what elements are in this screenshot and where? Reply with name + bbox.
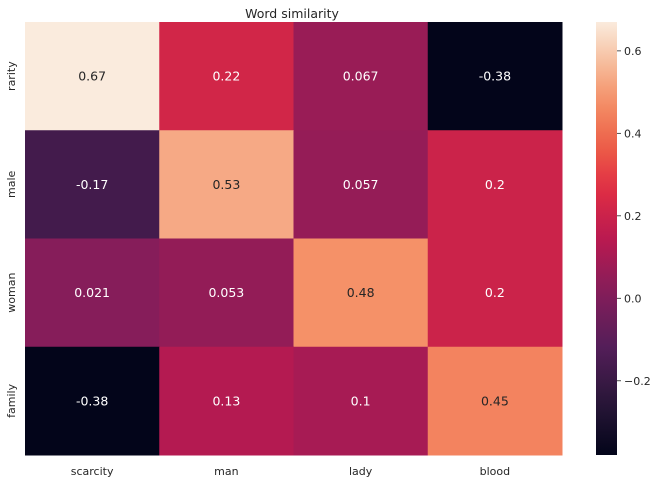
heatmap-cell [427,22,563,131]
heatmap-cell [159,346,294,456]
colorbar-tick-label: 0.4 [624,127,642,140]
chart-title: Word similarity [245,6,339,21]
heatmap-cell [293,130,429,239]
heatmap-cell-label: 0.1 [351,393,371,408]
heatmap-cell [293,238,429,348]
x-tick-label: blood [480,465,510,478]
heatmap-cell [427,238,563,348]
heatmap-cell-label: 0.2 [485,177,505,192]
x-tick-label: scarcity [71,465,114,478]
heatmap-cell-label: 0.13 [212,393,240,408]
heatmap-cell-label: -0.38 [479,69,511,84]
heatmap-cell [25,130,160,239]
colorbar [596,22,617,455]
heatmap-cell-label: 0.057 [343,177,379,192]
heatmap-cell-label: 0.021 [74,285,110,300]
heatmap-cell-label: 0.2 [485,285,505,300]
heatmap-cell [159,130,294,239]
heatmap-cell-label: 0.67 [78,69,106,84]
heatmap-cell-label: 0.53 [212,177,240,192]
heatmap-cell [25,238,160,348]
heatmap-cell-label: 0.22 [212,69,240,84]
x-axis-tick-labels: scarcity man lady blood [71,465,510,478]
heatmap-cell-label: 0.053 [208,285,244,300]
y-tick-label: family [5,383,18,417]
heatmap-cell [159,22,294,131]
y-axis-tick-labels: rarity male woman family [5,61,18,418]
colorbar-tick-label: 0.0 [624,292,642,305]
colorbar-tick-label: −0.2 [624,375,651,388]
heatmap-cell-label: 0.067 [343,69,379,84]
heatmap-cells [25,22,563,456]
heatmap-cell [159,238,294,348]
y-tick-label: male [5,171,18,199]
colorbar-tick-label: 0.6 [624,45,642,58]
heatmap-cell-label: -0.38 [76,393,108,408]
heatmap-cell [427,130,563,239]
heatmap-cell [293,346,429,456]
y-tick-label: woman [5,273,18,313]
heatmap-cell-label: -0.17 [76,177,108,192]
heatmap-cell-label: 0.48 [347,285,375,300]
heatmap-cell-labels: 0.67 0.22 0.067 -0.38 -0.17 0.53 0.057 0.2 0.021… [74,69,511,409]
heatmap-cell [25,22,160,131]
x-tick-label: lady [349,465,373,478]
heatmap-cell [293,22,429,131]
colorbar-tick-label: 0.2 [624,210,642,223]
y-tick-label: rarity [5,61,18,91]
colorbar-ticks: −0.2 0.0 0.2 0.4 0.6 [617,45,651,388]
x-tick-label: man [214,465,238,478]
heatmap-cell-label: 0.45 [481,393,509,408]
heatmap-cell [25,346,160,456]
heatmap-cell [427,346,563,456]
